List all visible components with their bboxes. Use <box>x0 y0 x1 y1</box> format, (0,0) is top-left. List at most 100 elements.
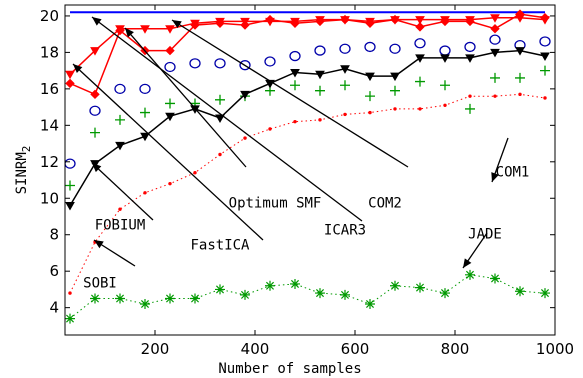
data-point <box>490 72 500 83</box>
y-tick-label: 6 <box>49 262 59 280</box>
data-point <box>443 103 447 107</box>
data-point <box>418 107 422 111</box>
data-point <box>165 112 175 122</box>
data-point <box>140 25 150 34</box>
data-point <box>339 43 351 54</box>
y-axis-label-subscript: 2 <box>20 146 33 153</box>
data-point <box>415 282 425 293</box>
data-point <box>164 61 176 73</box>
data-point <box>289 50 301 62</box>
annotation-arrow-head <box>92 17 102 26</box>
data-point <box>115 293 125 304</box>
series-fobium <box>65 47 550 211</box>
annotation-arrow-head <box>491 172 499 182</box>
data-point <box>293 119 297 124</box>
data-point <box>290 18 300 28</box>
data-point <box>364 41 376 53</box>
data-point <box>239 60 251 71</box>
y-tick-label: 8 <box>49 226 59 244</box>
data-point <box>290 278 300 289</box>
data-point <box>340 80 350 91</box>
data-point <box>68 291 72 295</box>
data-point <box>143 191 147 195</box>
data-point <box>140 299 150 310</box>
data-point <box>490 48 500 58</box>
data-point <box>540 13 550 23</box>
x-tick-label: 400 <box>241 340 270 358</box>
data-point <box>465 16 475 27</box>
series-icar3 <box>65 9 550 100</box>
data-point <box>340 14 350 25</box>
data-point <box>365 91 375 102</box>
data-point <box>390 280 400 291</box>
data-point <box>215 284 225 295</box>
annotation-arrow-head <box>73 64 83 74</box>
data-point <box>315 288 325 299</box>
x-tick-label: 600 <box>341 340 370 358</box>
data-point <box>190 293 200 304</box>
data-point <box>490 23 500 34</box>
x-tick-label: 800 <box>441 340 470 358</box>
data-point <box>218 152 222 157</box>
data-point <box>515 286 525 297</box>
annotation-label-com2: COM2 <box>368 195 402 211</box>
data-point <box>415 76 425 87</box>
annotation-arrow-line <box>91 162 154 221</box>
annotation-arrow-line <box>171 19 409 168</box>
data-point <box>540 65 550 76</box>
data-point <box>168 181 172 186</box>
data-point <box>390 14 400 25</box>
y-tick-label: 12 <box>40 153 59 171</box>
plot-frame <box>64 4 556 336</box>
data-point <box>215 18 225 28</box>
data-point <box>389 43 401 54</box>
data-point <box>190 20 200 30</box>
annotation-labels: Optimum SMF COM2 COM1 FOBIUM FastICA ICAR3 JAD… <box>83 164 529 291</box>
series-line <box>69 274 546 319</box>
y-axis-label-main: SINRM <box>14 152 30 194</box>
data-point <box>290 80 300 91</box>
data-point <box>414 38 426 49</box>
data-point <box>440 54 450 63</box>
data-point <box>90 47 100 56</box>
annotation-arrow-head <box>94 240 104 249</box>
annotation-label-com1: COM1 <box>496 164 530 180</box>
data-point <box>165 25 175 34</box>
data-point <box>490 14 500 23</box>
data-point <box>465 54 475 63</box>
data-point <box>465 103 475 114</box>
x-axis-label: Number of samples <box>218 361 361 377</box>
data-point <box>515 47 525 56</box>
series-com1 <box>65 34 551 169</box>
data-point <box>240 20 250 30</box>
data-point <box>340 289 350 300</box>
data-point <box>193 171 197 175</box>
data-point <box>139 83 151 95</box>
data-point <box>114 83 126 95</box>
data-point <box>140 107 150 118</box>
data-point <box>365 72 375 82</box>
series-line <box>69 93 546 294</box>
data-point <box>365 299 375 310</box>
data-point <box>493 94 497 98</box>
data-point <box>489 34 501 45</box>
data-point <box>115 114 125 125</box>
data-point <box>440 288 450 299</box>
annotation-label-icar3: ICAR3 <box>324 223 366 239</box>
annotation-arrow-head <box>463 258 472 268</box>
data-point <box>365 18 375 28</box>
data-point <box>240 289 250 300</box>
x-tick-label: 1000 <box>536 340 574 358</box>
data-point <box>118 207 122 211</box>
data-point <box>490 273 500 284</box>
data-point <box>215 114 225 124</box>
data-point <box>65 78 75 89</box>
series-sobi <box>68 92 547 295</box>
data-point <box>89 105 101 116</box>
data-point <box>290 68 300 78</box>
data-point <box>165 45 175 56</box>
data-point <box>518 92 522 97</box>
data-point <box>214 58 226 69</box>
plot-background <box>65 5 555 335</box>
